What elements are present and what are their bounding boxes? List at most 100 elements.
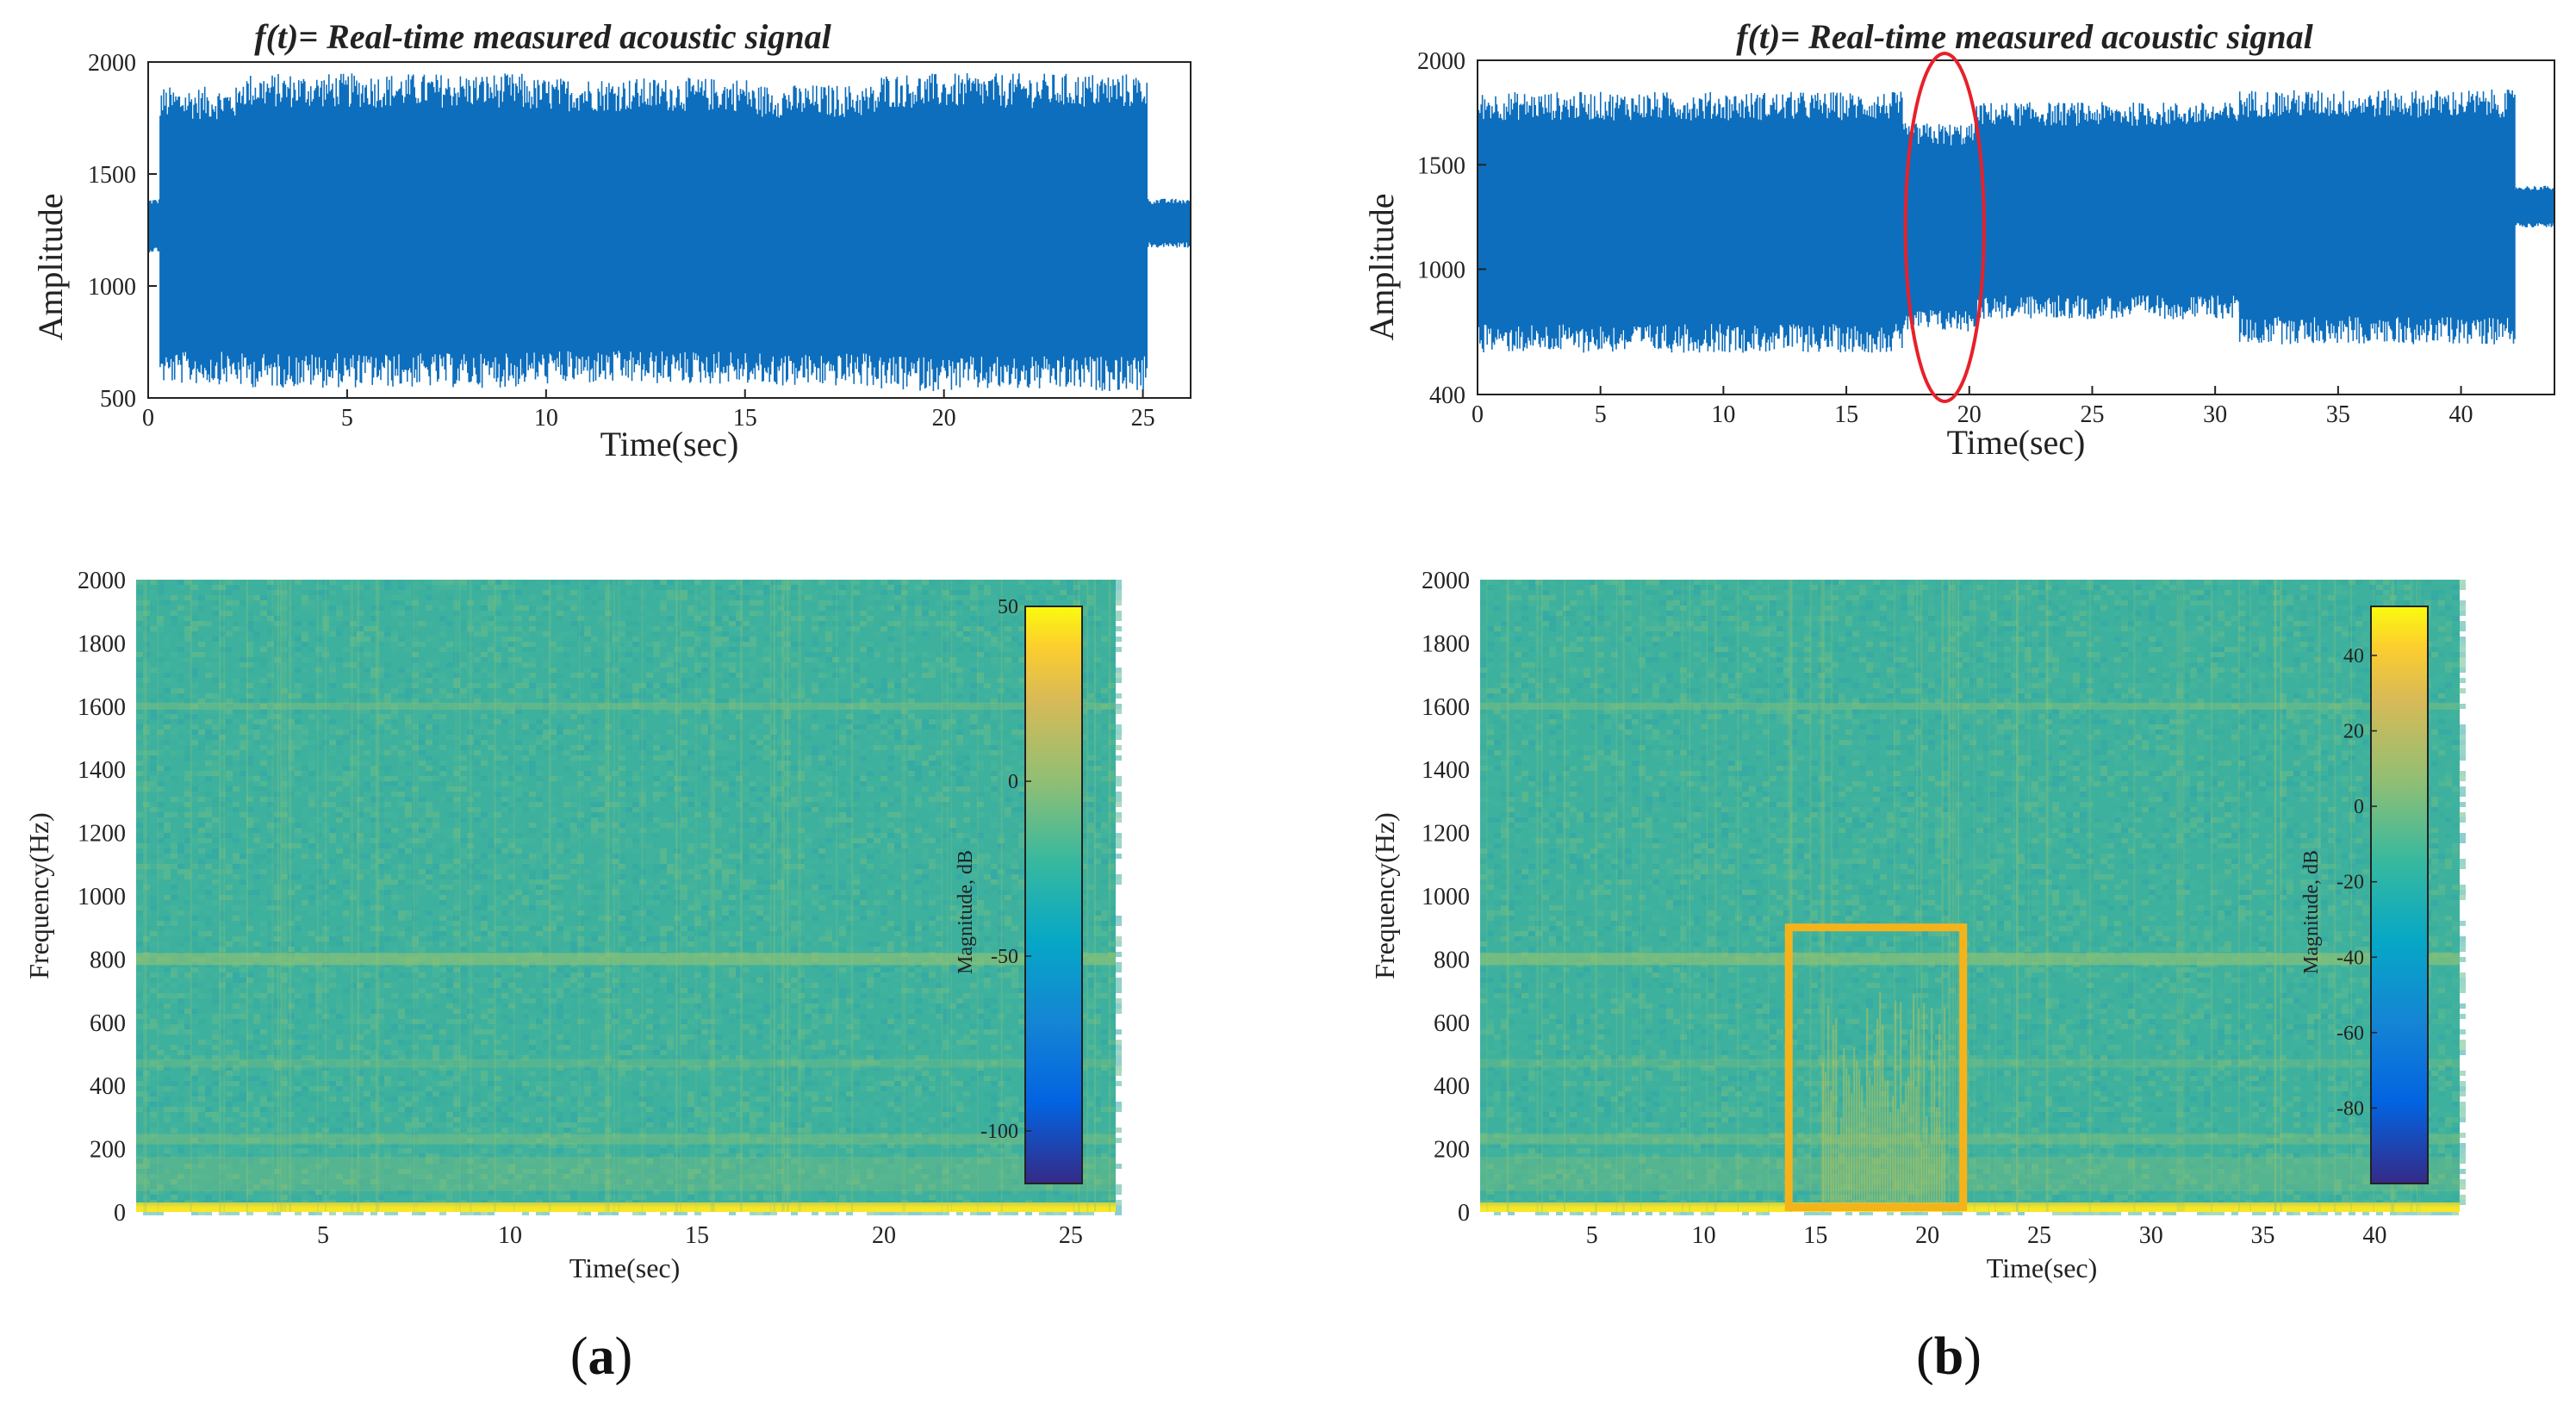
y-tick-label: 1000 [88, 274, 136, 301]
x-tick-label: 30 [2139, 1222, 2163, 1249]
spectrogram-a-y-ticks: 0 200 400 600 800 1000 1200 1400 1600 1800 2000 [78, 568, 126, 1227]
y-tick-label: 2000 [78, 568, 126, 594]
spectrogram-band [136, 953, 1116, 966]
y-tick-label: 400 [1434, 1073, 1470, 1100]
waveform-a-title: f(t)= Real-time measured acoustic signal [254, 17, 831, 56]
y-tick-label: 1800 [1422, 631, 1470, 657]
y-tick-label: 800 [90, 947, 126, 973]
annotation-rect [1784, 923, 1968, 1211]
spectrogram-texture [1480, 580, 2466, 1215]
x-tick-label: 15 [1803, 1222, 1827, 1249]
spectrogram-b-colorbar: 40 20 0 -20 -40 -60 -80 Magnitude, dB [2300, 606, 2429, 1184]
colorbar-label: Magnitude, dB [2300, 850, 2323, 974]
x-tick-label: 15 [1834, 401, 1858, 428]
y-tick-label: 600 [90, 1010, 126, 1037]
x-tick-label: 30 [2203, 401, 2227, 428]
x-tick-label: 25 [1131, 405, 1155, 432]
spectrogram-texture [1480, 580, 2466, 1215]
y-tick-label: 0 [114, 1200, 126, 1227]
spectrogram-dc-band [1480, 1202, 2460, 1212]
waveform-core [1902, 169, 1977, 286]
waveform-core [522, 145, 750, 318]
x-tick-label: 25 [1059, 1222, 1083, 1249]
x-tick-label: 20 [932, 405, 956, 432]
waveform-b-plot-area [1477, 90, 2554, 353]
spectrogram-band [1480, 1134, 2460, 1145]
x-tick-label: 10 [534, 405, 558, 432]
spectrogram-b-image [1480, 580, 2466, 1215]
y-tick-label: 1400 [78, 757, 126, 784]
waveform-a-y-label: Amplitude [31, 193, 70, 340]
waveform-core [2239, 146, 2516, 289]
waveform-core [1147, 209, 1191, 238]
waveform-core [1976, 149, 2240, 272]
x-tick-label: 5 [317, 1222, 329, 1249]
y-tick-label: 0 [1458, 1200, 1470, 1227]
waveform-core [240, 142, 523, 319]
colorbar-tick-label: -40 [2336, 947, 2364, 969]
spectrogram-texture [1480, 580, 2466, 1215]
waveform-a-x-label: Time(sec) [600, 425, 739, 463]
spectrogram-texture [136, 580, 1122, 1215]
waveform-b-y-label: Amplitude [1362, 193, 1401, 340]
spectrogram-b-y-ticks: 0 200 400 600 800 1000 1200 1400 1600 1800 2000 [1422, 568, 1470, 1227]
spectrogram-a: 5 10 15 20 25 0 200 400 600 800 1000 1200 1400 1600 1… [23, 568, 1122, 1283]
waveform-core [880, 143, 1148, 321]
y-tick-label: 500 [100, 386, 136, 413]
spectrogram-b: 5 10 15 20 25 30 35 40 020040060080010001200140… [1369, 568, 2466, 1283]
spectrogram-a-image [136, 580, 1122, 1215]
spectrogram-texture [136, 580, 1122, 1215]
spectrogram-dc-band [136, 1202, 1116, 1212]
x-tick-label: 20 [872, 1222, 896, 1249]
y-tick-label: 2000 [1422, 568, 1470, 594]
waveform-core [148, 210, 160, 241]
y-tick-label: 1600 [78, 694, 126, 721]
x-tick-label: 0 [142, 405, 154, 432]
x-tick-label: 10 [1692, 1222, 1716, 1249]
y-tick-label: 400 [90, 1073, 126, 1100]
spectrogram-a-x-label: Time(sec) [569, 1252, 681, 1283]
spectrogram-a-colorbar: 50 0 -50 -100 Magnitude, dB [955, 596, 1083, 1184]
colorbar-gradient [1024, 606, 1083, 1184]
x-tick-label: 15 [685, 1222, 709, 1249]
waveform-a-frame [147, 61, 1192, 399]
waveform-b-x-ticks: 0 5 10 15 20 25 30 35 40 [1472, 386, 2473, 428]
waveform-a-y-ticks: 500 1000 1500 2000 [88, 50, 157, 413]
x-tick-label: 10 [498, 1222, 522, 1249]
waveform-core [159, 152, 240, 320]
x-tick-label: 25 [2027, 1222, 2051, 1249]
spectrogram-texture [1480, 580, 2466, 1215]
spectrogram-event-energy [1822, 991, 1946, 1208]
waveform-b: f(t)= Real-time measured acoustic signal… [1362, 17, 2555, 462]
waveform-a: f(t)= Real-time measured acoustic signal… [31, 17, 1192, 463]
colorbar-tick-label: -20 [2336, 872, 2364, 894]
spectrogram-band [136, 1156, 1116, 1191]
spectrogram-texture [1480, 580, 2466, 1215]
waveform-b-title: f(t)= Real-time measured acoustic signal [1736, 17, 2313, 56]
y-tick-label: 200 [1434, 1137, 1470, 1164]
y-tick-label: 1200 [1422, 821, 1470, 848]
spectrogram-band [136, 1059, 1116, 1068]
x-tick-label: 20 [1957, 401, 1982, 428]
waveform-b-x-label: Time(sec) [1947, 423, 2086, 462]
y-tick-label: 1400 [1422, 757, 1470, 784]
x-tick-label: 35 [2326, 401, 2350, 428]
annotation-ellipse [1903, 52, 1986, 403]
spectrogram-texture [1480, 580, 2466, 1215]
waveform-core [1478, 149, 1903, 295]
spectrogram-b-x-ticks: 5 10 15 20 25 30 35 40 [1586, 1222, 2387, 1249]
x-tick-label: 15 [733, 405, 757, 432]
colorbar-tick-label: -60 [2336, 1022, 2364, 1045]
spectrogram-band [1480, 953, 2460, 966]
x-tick-label: 40 [2449, 401, 2473, 428]
y-tick-label: 2000 [88, 50, 136, 77]
waveform-core [2515, 195, 2554, 219]
colorbar-tick-label: 20 [2343, 721, 2364, 743]
waveform-a-plot-area [147, 73, 1192, 391]
spectrogram-b-annotation-rect [1784, 923, 1968, 1211]
y-tick-label: 1600 [1422, 694, 1470, 721]
x-tick-label: 40 [2362, 1222, 2386, 1249]
colorbar-gradient [2370, 606, 2429, 1184]
x-tick-label: 10 [1711, 401, 1735, 428]
